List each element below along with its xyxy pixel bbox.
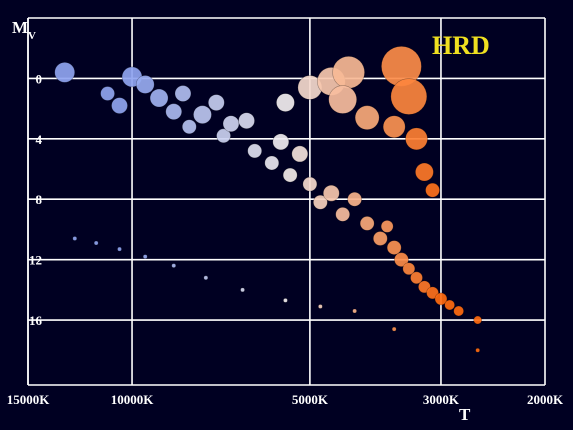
star-point-main-sequence-and-giants [410, 271, 423, 285]
x-tick-label: 15000K [7, 392, 51, 407]
star-point-giants [405, 127, 428, 151]
star-point-giants [390, 78, 428, 115]
x-tick-labels: 15000K 10000K 5000K 3000K 2000K [7, 392, 564, 407]
star-point-giants [332, 56, 365, 89]
star-point-main-sequence-and-giants [238, 112, 255, 129]
x-tick-label: 10000K [111, 392, 155, 407]
star-point-main-sequence-and-giants [135, 75, 155, 94]
star-point-main-sequence-and-giants [216, 128, 231, 144]
star-point-main-sequence-and-giants [149, 88, 169, 108]
star-point-white-dwarfs [283, 298, 288, 303]
star-point-white-dwarfs [171, 263, 177, 268]
x-tick-label: 3000K [423, 392, 460, 407]
star-point-white-dwarfs [352, 308, 357, 314]
star-point-main-sequence-and-giants [282, 167, 298, 183]
star-point-main-sequence-and-giants [100, 86, 115, 101]
star-point-white-dwarfs [93, 240, 99, 246]
star-point-white-dwarfs [475, 347, 480, 353]
x-axis-label: T [459, 405, 471, 424]
star-point-main-sequence-and-giants [434, 292, 448, 306]
star-point-white-dwarfs [391, 326, 397, 332]
y-axis-title: MV [12, 18, 36, 42]
star-point-giants [276, 93, 295, 112]
star-point-main-sequence-and-giants [453, 305, 464, 317]
star-point-main-sequence-and-giants [54, 62, 76, 83]
star-point-main-sequence-and-giants [222, 115, 240, 133]
star-point-main-sequence-and-giants [322, 184, 340, 202]
x-tick-label: 2000K [527, 392, 564, 407]
star-point-giants [328, 85, 357, 114]
y-tick-label: 12 [29, 253, 42, 268]
star-point-main-sequence-and-giants [291, 145, 309, 163]
star-point-main-sequence-and-giants [359, 216, 375, 231]
star-point-main-sequence-and-giants [313, 194, 328, 210]
star-point-main-sequence-and-giants [394, 252, 409, 267]
y-tick-label: 0 [36, 71, 43, 86]
data-points [54, 46, 482, 353]
star-point-giants [382, 115, 406, 139]
star-point-main-sequence-and-giants [181, 119, 197, 135]
y-tick-label: 16 [29, 313, 43, 328]
star-point-main-sequence-and-giants [402, 262, 416, 276]
star-point-white-dwarfs [318, 304, 323, 309]
star-point-main-sequence-and-giants [386, 240, 402, 255]
star-point-giants [354, 105, 380, 130]
star-point-white-dwarfs [72, 236, 78, 241]
star-point-main-sequence-and-giants [444, 299, 455, 311]
x-tick-label: 5000K [292, 392, 329, 407]
star-point-main-sequence-and-giants [208, 94, 225, 111]
star-point-main-sequence-and-giants [335, 207, 350, 222]
star-point-white-dwarfs [142, 254, 148, 259]
star-point-main-sequence-and-giants [373, 231, 388, 246]
grid [27, 17, 546, 386]
star-point-main-sequence-and-giants [193, 105, 212, 124]
chart-title: HRD [432, 31, 490, 60]
star-point-main-sequence-and-giants [272, 133, 290, 151]
star-point-giants [425, 182, 440, 198]
star-point-main-sequence-and-giants [347, 191, 362, 207]
star-point-white-dwarfs [203, 275, 209, 281]
y-tick-label: 4 [36, 132, 43, 147]
y-tick-label: 8 [36, 192, 43, 207]
y-tick-labels: 0 4 8 12 16 [29, 71, 43, 328]
star-point-main-sequence-and-giants [302, 176, 318, 192]
star-point-main-sequence-and-giants [380, 220, 394, 233]
star-point-white-dwarfs [117, 246, 122, 252]
y-axis-label-subscript: V [28, 30, 36, 42]
star-point-main-sequence-and-giants [264, 155, 280, 171]
star-point-main-sequence-and-giants [111, 97, 128, 114]
star-point-main-sequence-and-giants [174, 85, 192, 102]
star-point-main-sequence-and-giants [165, 103, 183, 120]
y-axis-label: M [12, 18, 28, 37]
star-point-giants [415, 162, 434, 182]
star-point-white-dwarfs [240, 287, 245, 293]
star-point-main-sequence-and-giants [426, 286, 439, 300]
star-point-main-sequence-and-giants [473, 315, 482, 325]
star-point-main-sequence-and-giants [247, 143, 262, 159]
